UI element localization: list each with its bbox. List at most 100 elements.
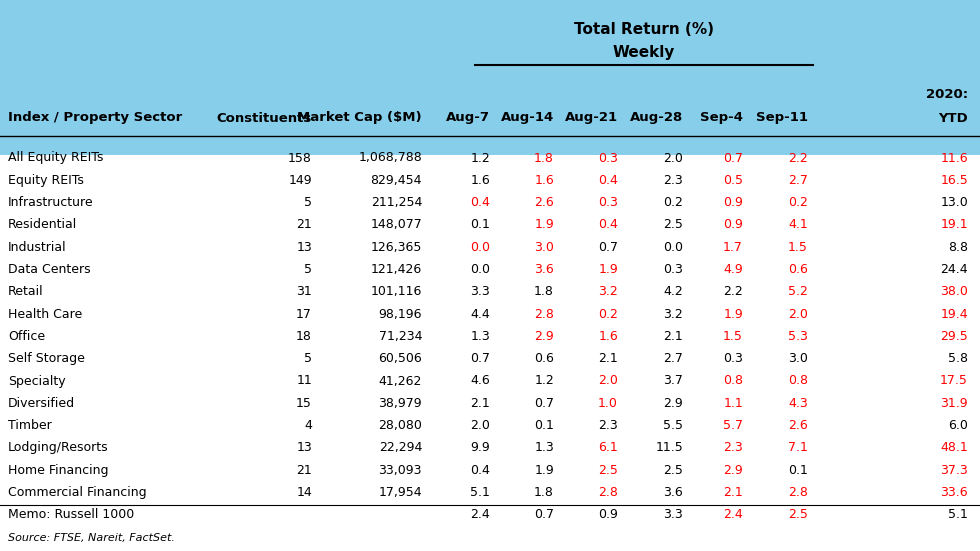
Text: 0.3: 0.3 bbox=[598, 196, 618, 209]
Text: 28,080: 28,080 bbox=[378, 419, 422, 432]
Text: 1.5: 1.5 bbox=[788, 241, 808, 253]
Text: 0.8: 0.8 bbox=[788, 375, 808, 387]
Text: 0.7: 0.7 bbox=[534, 397, 554, 410]
Text: 4.6: 4.6 bbox=[470, 375, 490, 387]
Text: 1.8: 1.8 bbox=[534, 285, 554, 298]
Text: 1.0: 1.0 bbox=[598, 397, 618, 410]
Text: 4.3: 4.3 bbox=[788, 397, 808, 410]
Text: Industrial: Industrial bbox=[8, 241, 67, 253]
Text: 17: 17 bbox=[296, 307, 312, 321]
Text: 5.2: 5.2 bbox=[788, 285, 808, 298]
Text: Home Financing: Home Financing bbox=[8, 464, 109, 477]
Text: 2.8: 2.8 bbox=[788, 486, 808, 499]
Text: 5.1: 5.1 bbox=[948, 509, 968, 521]
Text: 3.3: 3.3 bbox=[663, 509, 683, 521]
Text: 9.9: 9.9 bbox=[470, 441, 490, 455]
Text: 38,979: 38,979 bbox=[378, 397, 422, 410]
Text: 33.6: 33.6 bbox=[941, 486, 968, 499]
Text: 126,365: 126,365 bbox=[370, 241, 422, 253]
Text: Weekly: Weekly bbox=[612, 45, 675, 60]
Text: Diversified: Diversified bbox=[8, 397, 75, 410]
Text: 2.3: 2.3 bbox=[723, 441, 743, 455]
Text: 41,262: 41,262 bbox=[378, 375, 422, 387]
Text: 0.3: 0.3 bbox=[723, 352, 743, 365]
Text: Lodging/Resorts: Lodging/Resorts bbox=[8, 441, 109, 455]
Text: 5.3: 5.3 bbox=[788, 330, 808, 343]
Text: 2.5: 2.5 bbox=[598, 464, 618, 477]
Text: 11.5: 11.5 bbox=[656, 441, 683, 455]
Text: 1.2: 1.2 bbox=[470, 152, 490, 165]
Text: 0.4: 0.4 bbox=[470, 464, 490, 477]
Text: 0.0: 0.0 bbox=[470, 241, 490, 253]
Text: Memo: Russell 1000: Memo: Russell 1000 bbox=[8, 509, 134, 521]
Text: 11: 11 bbox=[296, 375, 312, 387]
Text: 0.5: 0.5 bbox=[723, 174, 743, 187]
Text: YTD: YTD bbox=[938, 111, 968, 125]
Text: 38.0: 38.0 bbox=[940, 285, 968, 298]
Text: Aug-7: Aug-7 bbox=[446, 111, 490, 125]
Text: 17.5: 17.5 bbox=[940, 375, 968, 387]
Text: 0.6: 0.6 bbox=[788, 263, 808, 276]
Text: Total Return (%): Total Return (%) bbox=[574, 23, 714, 37]
Text: 0.0: 0.0 bbox=[470, 263, 490, 276]
Text: 158: 158 bbox=[288, 152, 312, 165]
Text: 2.9: 2.9 bbox=[663, 397, 683, 410]
Text: 48.1: 48.1 bbox=[940, 441, 968, 455]
Text: 13: 13 bbox=[296, 441, 312, 455]
Text: 2.0: 2.0 bbox=[788, 307, 808, 321]
Text: Data Centers: Data Centers bbox=[8, 263, 90, 276]
Text: Index / Property Sector: Index / Property Sector bbox=[8, 111, 182, 125]
Text: 5.8: 5.8 bbox=[948, 352, 968, 365]
Text: 17,954: 17,954 bbox=[378, 486, 422, 499]
Text: 0.8: 0.8 bbox=[723, 375, 743, 387]
Text: 6.1: 6.1 bbox=[598, 441, 618, 455]
Text: Sep-11: Sep-11 bbox=[756, 111, 808, 125]
Text: 0.3: 0.3 bbox=[598, 152, 618, 165]
Text: 0.4: 0.4 bbox=[598, 218, 618, 231]
Text: 31.9: 31.9 bbox=[941, 397, 968, 410]
Text: 2.8: 2.8 bbox=[598, 486, 618, 499]
Text: 2.5: 2.5 bbox=[663, 464, 683, 477]
Text: 1.8: 1.8 bbox=[534, 152, 554, 165]
Text: 121,426: 121,426 bbox=[370, 263, 422, 276]
Text: 2.4: 2.4 bbox=[723, 509, 743, 521]
Text: 6.0: 6.0 bbox=[948, 419, 968, 432]
Text: 2.1: 2.1 bbox=[598, 352, 618, 365]
Text: Infrastructure: Infrastructure bbox=[8, 196, 94, 209]
Text: 21: 21 bbox=[296, 218, 312, 231]
Text: 2.9: 2.9 bbox=[723, 464, 743, 477]
Text: Self Storage: Self Storage bbox=[8, 352, 85, 365]
Text: 5: 5 bbox=[304, 352, 312, 365]
Text: 15: 15 bbox=[296, 397, 312, 410]
Text: 3.6: 3.6 bbox=[534, 263, 554, 276]
Text: 149: 149 bbox=[288, 174, 312, 187]
Text: 3.0: 3.0 bbox=[788, 352, 808, 365]
Text: 0.7: 0.7 bbox=[470, 352, 490, 365]
Text: Timber: Timber bbox=[8, 419, 52, 432]
Text: Sep-4: Sep-4 bbox=[700, 111, 743, 125]
Text: 2.0: 2.0 bbox=[470, 419, 490, 432]
Text: 2.0: 2.0 bbox=[598, 375, 618, 387]
Text: 2.2: 2.2 bbox=[788, 152, 808, 165]
Text: 2.2: 2.2 bbox=[723, 285, 743, 298]
Text: Commercial Financing: Commercial Financing bbox=[8, 486, 147, 499]
Text: 1.9: 1.9 bbox=[534, 464, 554, 477]
Text: 2.1: 2.1 bbox=[470, 397, 490, 410]
Text: 0.2: 0.2 bbox=[663, 196, 683, 209]
Text: 4.2: 4.2 bbox=[663, 285, 683, 298]
Text: 101,116: 101,116 bbox=[370, 285, 422, 298]
Text: 2.9: 2.9 bbox=[534, 330, 554, 343]
Text: 71,234: 71,234 bbox=[378, 330, 422, 343]
Text: 1.8: 1.8 bbox=[534, 486, 554, 499]
Text: 2.4: 2.4 bbox=[470, 509, 490, 521]
Text: 211,254: 211,254 bbox=[370, 196, 422, 209]
Text: Health Care: Health Care bbox=[8, 307, 82, 321]
Text: 5: 5 bbox=[304, 196, 312, 209]
Text: 0.4: 0.4 bbox=[470, 196, 490, 209]
Text: 4.9: 4.9 bbox=[723, 263, 743, 276]
Text: Aug-14: Aug-14 bbox=[501, 111, 554, 125]
Text: 3.7: 3.7 bbox=[663, 375, 683, 387]
Text: 5.1: 5.1 bbox=[470, 486, 490, 499]
Text: 0.1: 0.1 bbox=[788, 464, 808, 477]
Text: 0.7: 0.7 bbox=[598, 241, 618, 253]
